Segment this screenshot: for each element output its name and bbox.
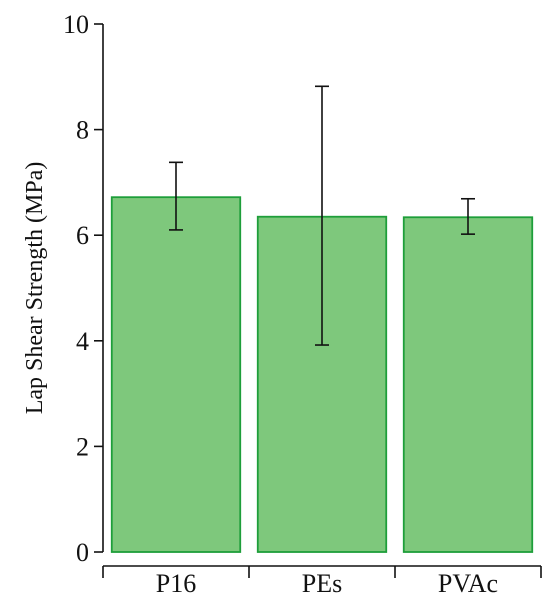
bar-p16 [110,196,242,553]
axes-layer: P16 PEs PVAc 0 2 4 6 8 10 [63,10,542,598]
error-bar-pes [315,85,329,346]
y-tick-label-8: 8 [76,116,89,145]
error-bars-layer [169,85,475,346]
y-axis-title: Lap Shear Strength (MPa) [22,162,48,415]
y-tick-label-0: 0 [76,538,89,567]
bar-pvac [402,216,534,553]
y-tick-label-4: 4 [76,327,89,356]
y-tick-label-10: 10 [63,10,89,39]
error-bar-p16 [169,161,183,231]
y-tick-label-6: 6 [76,221,89,250]
y-tick-label-2: 2 [76,432,89,461]
error-bar-pvac [461,197,475,235]
x-tick-label-pes: PEs [302,569,342,598]
x-tick-label-pvac: PVAc [438,569,498,598]
x-tick-label-p16: P16 [156,569,196,598]
